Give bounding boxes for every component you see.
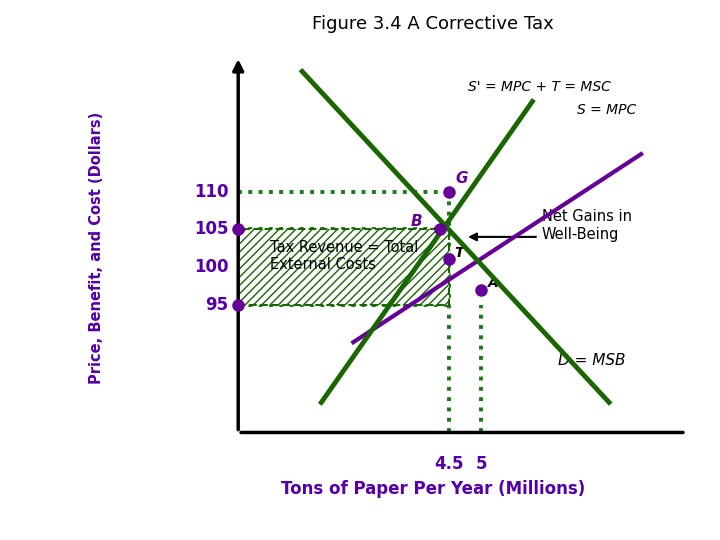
Text: 5: 5 <box>475 455 487 473</box>
Text: T: T <box>454 246 464 260</box>
Text: 100: 100 <box>194 258 229 276</box>
Text: D = MSB: D = MSB <box>558 353 626 368</box>
Text: S' = MPC + T = MSC: S' = MPC + T = MSC <box>469 80 611 94</box>
Text: Figure 3.4 A Corrective Tax: Figure 3.4 A Corrective Tax <box>312 15 554 33</box>
Text: A: A <box>487 276 498 291</box>
Text: B: B <box>411 214 423 228</box>
Text: G: G <box>456 171 468 186</box>
Text: Tax Revenue = Total
External Costs: Tax Revenue = Total External Costs <box>270 240 418 272</box>
Text: Price, Benefit, and Cost (Dollars): Price, Benefit, and Cost (Dollars) <box>89 112 104 384</box>
Text: 105: 105 <box>194 220 229 238</box>
Text: S = MPC: S = MPC <box>577 103 636 117</box>
Text: 4.5: 4.5 <box>434 455 464 473</box>
Text: Tons of Paper Per Year (Millions): Tons of Paper Per Year (Millions) <box>281 480 585 498</box>
Bar <box>238 230 449 305</box>
Text: 110: 110 <box>194 183 229 201</box>
Text: 95: 95 <box>205 295 229 314</box>
Text: Net Gains in
Well-Being: Net Gains in Well-Being <box>542 210 632 242</box>
